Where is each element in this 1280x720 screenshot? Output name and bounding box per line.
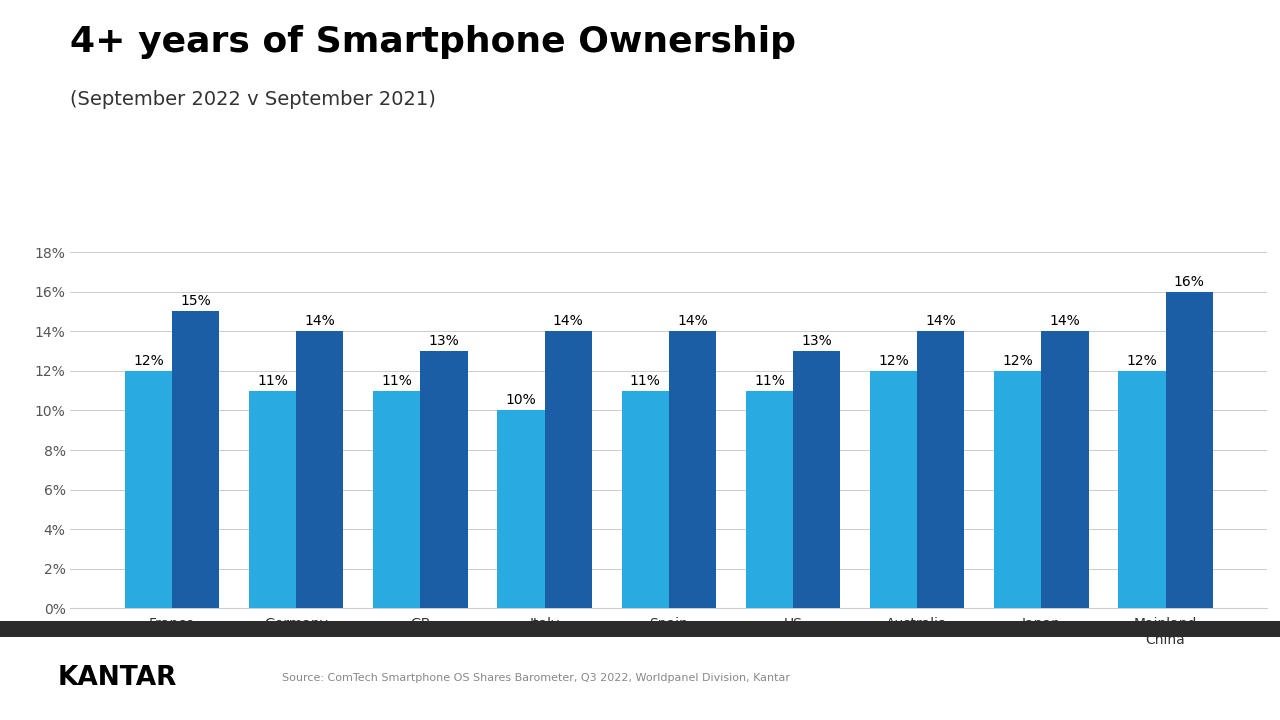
Text: 16%: 16% (1174, 274, 1204, 289)
Bar (1042, 331, 1088, 608)
Text: 4+ years of Smartphone Ownership: 4+ years of Smartphone Ownership (70, 25, 796, 59)
Text: KANTAR: KANTAR (58, 665, 177, 691)
Text: 12%: 12% (1126, 354, 1157, 368)
Bar (870, 371, 918, 608)
Bar (125, 371, 172, 608)
Text: 14%: 14% (677, 314, 708, 328)
Bar (420, 351, 467, 608)
Bar (669, 331, 716, 608)
Text: 15%: 15% (180, 294, 211, 308)
Text: 10%: 10% (506, 393, 536, 408)
Bar (544, 331, 591, 608)
Bar (918, 331, 964, 608)
Text: 11%: 11% (754, 374, 785, 387)
Bar (296, 331, 343, 608)
Text: 12%: 12% (878, 354, 909, 368)
Bar (995, 371, 1042, 608)
Text: 13%: 13% (429, 334, 460, 348)
Text: 14%: 14% (553, 314, 584, 328)
Text: 11%: 11% (381, 374, 412, 387)
Bar (250, 390, 296, 608)
Text: 11%: 11% (630, 374, 660, 387)
Text: 14%: 14% (1050, 314, 1080, 328)
Bar (794, 351, 840, 608)
Bar (498, 410, 544, 608)
Text: Source: ComTech Smartphone OS Shares Barometer, Q3 2022, Worldpanel Division, Ka: Source: ComTech Smartphone OS Shares Bar… (282, 673, 790, 683)
Text: 14%: 14% (305, 314, 335, 328)
Bar (746, 390, 794, 608)
Text: 13%: 13% (801, 334, 832, 348)
Bar (1166, 292, 1212, 608)
Text: 12%: 12% (1002, 354, 1033, 368)
Bar (622, 390, 669, 608)
Bar (1119, 371, 1166, 608)
Bar (172, 312, 219, 608)
Text: 11%: 11% (257, 374, 288, 387)
Text: 14%: 14% (925, 314, 956, 328)
Text: 12%: 12% (133, 354, 164, 368)
Bar (374, 390, 420, 608)
Text: (September 2022 v September 2021): (September 2022 v September 2021) (70, 90, 436, 109)
